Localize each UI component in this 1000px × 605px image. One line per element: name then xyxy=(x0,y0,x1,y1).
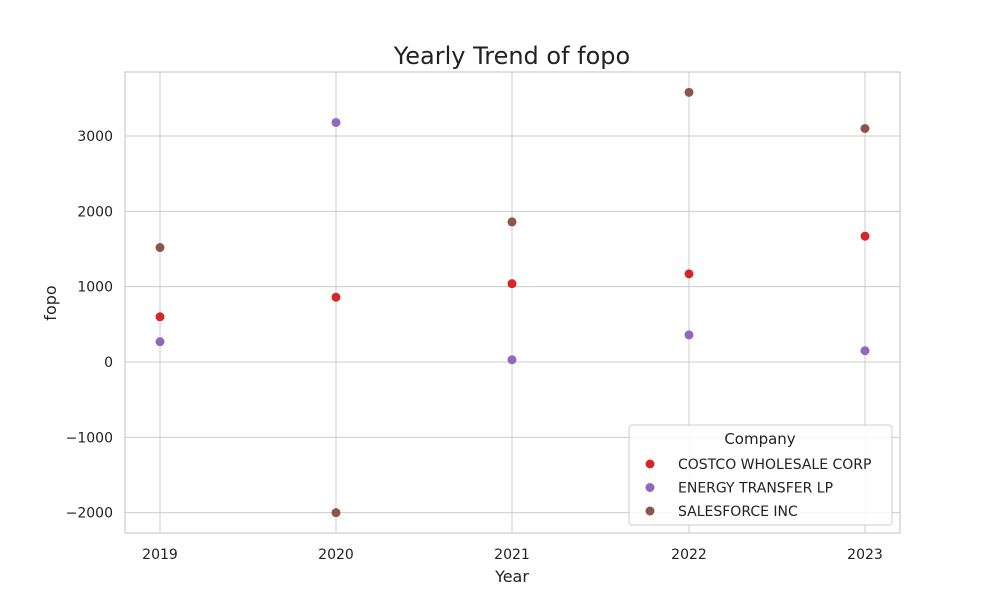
data-point xyxy=(331,508,341,518)
legend-marker xyxy=(645,483,655,492)
legend-label: SALESFORCE INC xyxy=(678,504,798,520)
y-tick-label: −2000 xyxy=(66,506,113,522)
data-point xyxy=(860,123,870,133)
legend-marker xyxy=(645,506,655,516)
data-point xyxy=(331,117,341,127)
data-point xyxy=(331,292,341,302)
data-points xyxy=(155,87,870,518)
data-point xyxy=(860,346,870,356)
tick-labels: −2000 −1000 0 1000 2000 3000 2019 2020 2021 2022 2… xyxy=(66,129,883,563)
x-tick-label: 2022 xyxy=(671,547,707,563)
data-point xyxy=(155,312,165,322)
plot-area-frame xyxy=(124,71,901,534)
data-point xyxy=(155,243,165,253)
legend-box xyxy=(628,424,893,526)
y-tick-label: 2000 xyxy=(77,204,113,220)
legend-marker xyxy=(645,459,655,469)
x-tick-label: 2019 xyxy=(142,547,178,563)
legend-label: ENERGY TRANSFER LP xyxy=(678,481,833,497)
data-point xyxy=(684,269,694,279)
y-tick-label: 0 xyxy=(104,355,113,371)
x-axis-label: Year xyxy=(494,567,529,586)
legend-title: Company xyxy=(724,430,795,448)
y-tick-label: 1000 xyxy=(77,280,113,296)
y-tick-label: −1000 xyxy=(66,430,113,446)
x-tick-label: 2020 xyxy=(318,547,354,563)
y-tick-label: 3000 xyxy=(77,129,113,145)
data-point xyxy=(684,87,694,97)
x-tick-label: 2021 xyxy=(494,547,530,563)
legend-label: COSTCO WHOLESALE CORP xyxy=(678,457,871,473)
legend-items: COSTCO WHOLESALE CORP ENERGY TRANSFER LP S… xyxy=(645,457,871,520)
data-point xyxy=(507,355,517,365)
data-point xyxy=(860,231,870,241)
data-point xyxy=(507,279,517,289)
data-point xyxy=(684,330,694,340)
chart-title: Yearly Trend of fopo xyxy=(393,42,630,70)
data-point xyxy=(507,217,517,227)
legend: Company COSTCO WHOLESALE CORP ENERGY TRAN… xyxy=(628,424,893,526)
x-tick-label: 2023 xyxy=(847,547,883,563)
data-point xyxy=(155,337,165,347)
y-axis-label: fopo xyxy=(41,285,60,320)
